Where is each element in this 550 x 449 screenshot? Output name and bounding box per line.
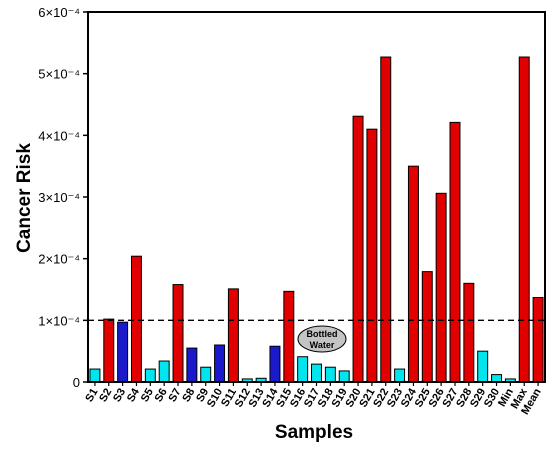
bar-s26 <box>435 192 447 383</box>
bar-s20 <box>352 115 364 383</box>
bar-mean <box>532 297 544 383</box>
bar-s22 <box>380 56 392 383</box>
bar-s10 <box>214 344 226 383</box>
bar-s28 <box>463 282 475 383</box>
bar-s29 <box>477 350 489 383</box>
bar-s19 <box>338 370 350 383</box>
y-axis-title: Cancer Risk <box>14 143 35 253</box>
bar-s15 <box>283 290 295 383</box>
bar-s8 <box>186 347 198 383</box>
x-tick-label-s5: S5 <box>139 387 156 405</box>
x-tick-label-s6: S6 <box>153 387 170 405</box>
y-tick-label: 5×10⁻⁴ <box>38 67 80 82</box>
x-tick-label-s2: S2 <box>97 387 114 405</box>
bar-s27 <box>449 121 461 383</box>
bar-s25 <box>421 271 433 383</box>
annotation-line-1: Bottled <box>307 329 338 339</box>
bar-s17 <box>311 363 322 383</box>
x-axis-ticks: S1S2S3S4S5S6S7S8S9S10S11S12S13S14S15S16S… <box>83 382 544 417</box>
x-tick-label-s9: S9 <box>194 387 211 405</box>
y-tick-label: 1×10⁻⁴ <box>38 313 80 328</box>
y-tick-label: 3×10⁻⁴ <box>38 190 80 205</box>
bar-max <box>518 56 530 383</box>
bar-s9 <box>200 366 212 383</box>
bar-s7 <box>172 284 184 383</box>
y-tick-label: 4×10⁻⁴ <box>38 128 80 143</box>
bar-s6 <box>158 360 170 383</box>
y-tick-label: 2×10⁻⁴ <box>38 252 80 267</box>
bar-s30 <box>491 374 503 383</box>
bar-s4 <box>130 255 142 383</box>
x-tick-label-s8: S8 <box>180 387 197 405</box>
y-tick-label: 0 <box>73 375 80 390</box>
x-tick-label-s1: S1 <box>83 387 100 405</box>
annotation-line-2: Water <box>310 340 335 350</box>
bar-s3 <box>117 321 129 383</box>
bar-s5 <box>144 368 156 383</box>
bottled-water-annotation: Bottled Water <box>297 325 347 353</box>
bar-s11 <box>227 288 239 383</box>
bar-s16 <box>297 356 309 383</box>
bar-s18 <box>324 366 336 383</box>
bar-s23 <box>394 368 406 383</box>
bar-s2 <box>103 318 115 383</box>
bar-s14 <box>269 345 281 383</box>
annotation-ellipse <box>297 325 347 353</box>
x-tick-label-s3: S3 <box>111 387 128 405</box>
bar-s21 <box>366 128 378 383</box>
x-tick-label-s7: S7 <box>166 387 183 405</box>
x-axis-title: Samples <box>275 422 353 443</box>
bar-s24 <box>407 165 419 383</box>
bars-layer <box>89 56 544 383</box>
y-tick-label: 6×10⁻⁴ <box>38 5 80 20</box>
bar-s1 <box>89 368 101 383</box>
y-axis-ticks: 0 1×10⁻⁴ 2×10⁻⁴ 3×10⁻⁴ 4×10⁻⁴ 5×10⁻⁴ 6×10⁻⁴ <box>38 5 88 390</box>
